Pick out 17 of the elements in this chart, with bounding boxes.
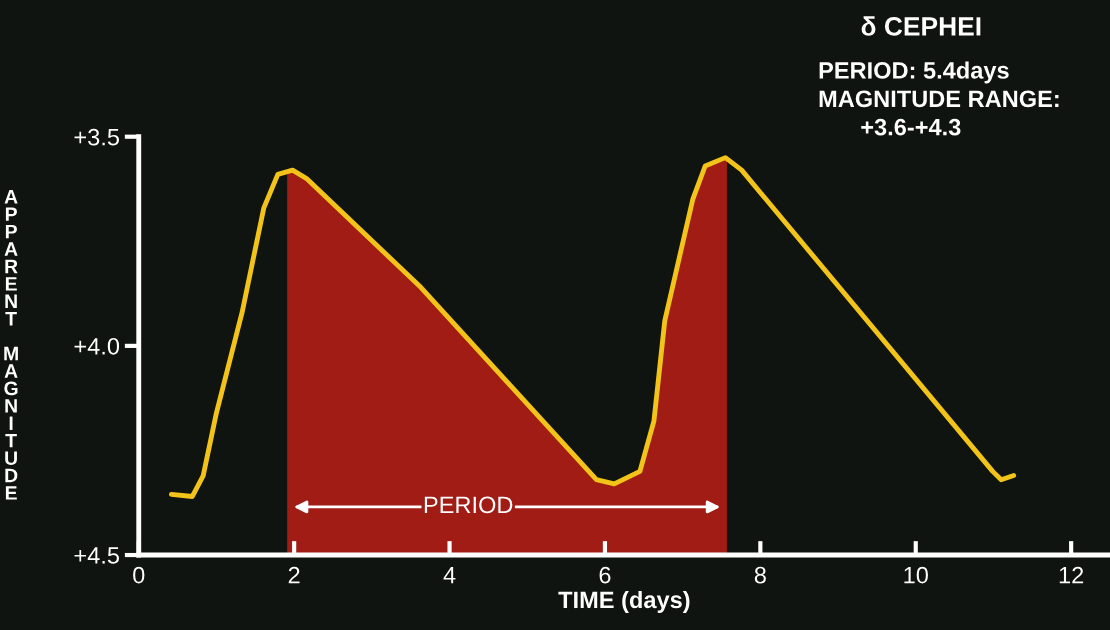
annotation: PERIOD xyxy=(424,496,513,514)
x-tick-label: 8 xyxy=(754,566,766,584)
text: APPARENT MAGNITUDE xyxy=(4,190,18,500)
y-tick-label: +4.5 xyxy=(74,547,120,564)
x-axis-title: TIME (days) xyxy=(558,590,690,613)
y-tick-label: +4.0 xyxy=(74,337,120,355)
x-tick-label: 2 xyxy=(288,566,300,584)
x-tick-label: 6 xyxy=(599,566,611,584)
chart-title: δ CEPHEI xyxy=(861,16,981,36)
x-tick-label: 0 xyxy=(133,566,145,584)
text: MAGNITUDE RANGE: xyxy=(819,90,1059,108)
y-tick-label: +3.5 xyxy=(74,128,120,146)
x-tick-label: 12 xyxy=(1059,566,1084,584)
x-tick-label: 10 xyxy=(904,566,928,584)
x-tick-label: 4 xyxy=(443,567,456,584)
text: PERIOD: 5.4days xyxy=(819,61,1009,84)
text: +3.6-+4.3 xyxy=(861,118,961,136)
